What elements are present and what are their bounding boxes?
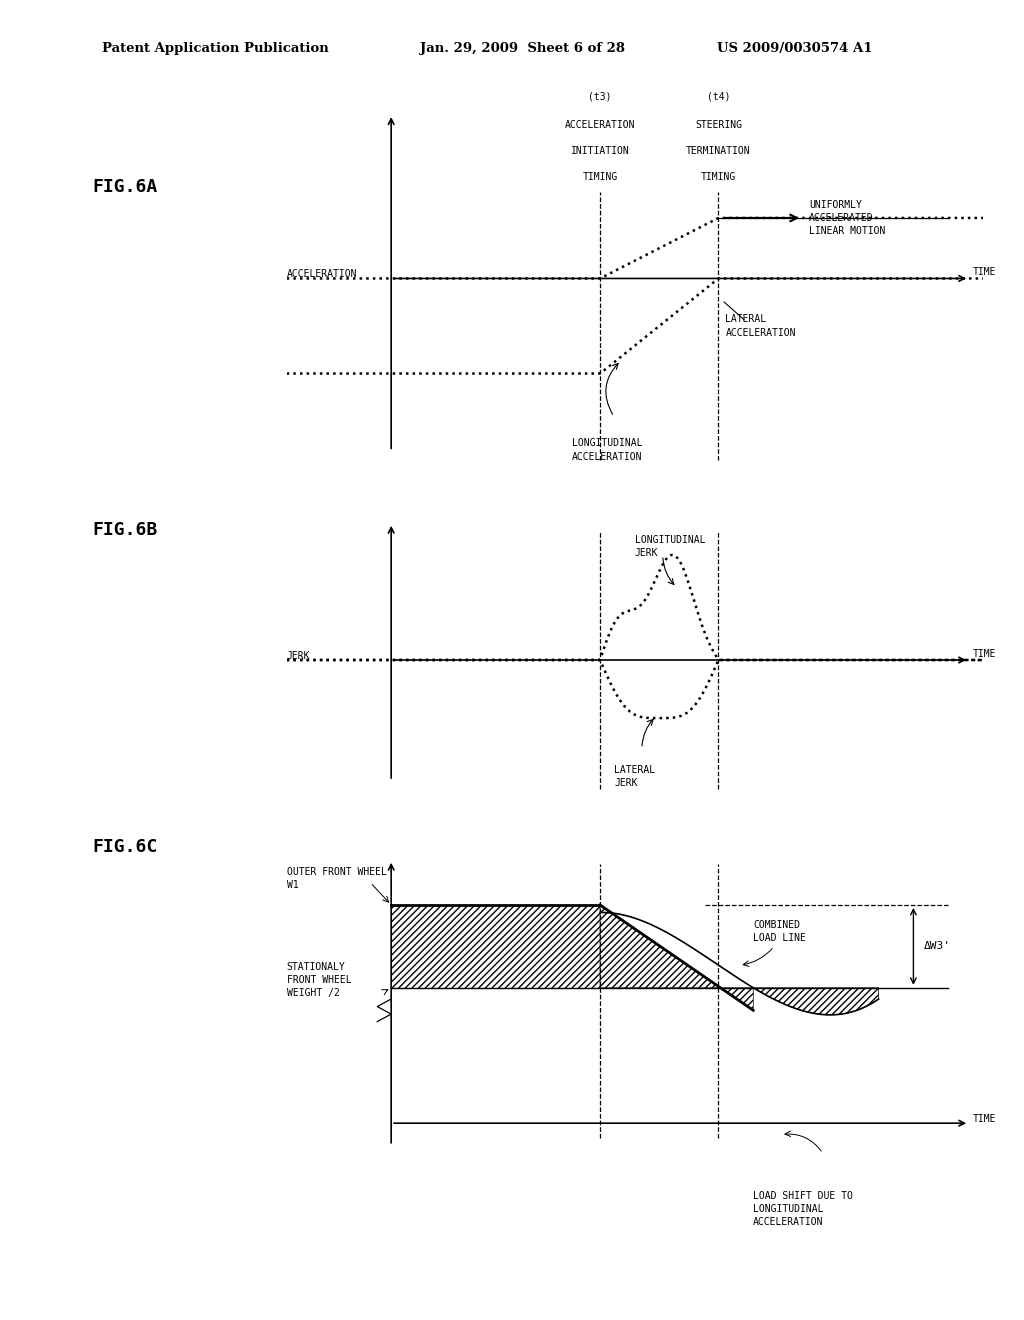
Text: Patent Application Publication: Patent Application Publication xyxy=(102,42,329,55)
Text: LATERAL
ACCELERATION: LATERAL ACCELERATION xyxy=(725,314,796,338)
Polygon shape xyxy=(391,906,600,987)
Text: LATERAL
JERK: LATERAL JERK xyxy=(614,764,655,788)
Text: TIME: TIME xyxy=(973,648,996,659)
Text: INITIATION: INITIATION xyxy=(570,145,630,156)
Text: LOAD SHIFT DUE TO
LONGITUDINAL
ACCELERATION: LOAD SHIFT DUE TO LONGITUDINAL ACCELERAT… xyxy=(754,1191,853,1228)
Text: ACCELERATION: ACCELERATION xyxy=(287,269,357,279)
Text: US 2009/0030574 A1: US 2009/0030574 A1 xyxy=(717,42,872,55)
Text: FIG.6A: FIG.6A xyxy=(92,178,158,197)
Text: STATIONALY
FRONT WHEEL
WEIGHT /2: STATIONALY FRONT WHEEL WEIGHT /2 xyxy=(287,962,351,998)
Text: ACCELERATION: ACCELERATION xyxy=(565,120,635,129)
Text: TIME: TIME xyxy=(973,1114,996,1125)
Text: TIMING: TIMING xyxy=(583,172,617,182)
Text: OUTER FRONT WHEEL
W1: OUTER FRONT WHEEL W1 xyxy=(287,867,387,890)
Text: UNIFORMLY
ACCELERATED
LINEAR MOTION: UNIFORMLY ACCELERATED LINEAR MOTION xyxy=(809,199,886,236)
Text: LONGITUDINAL
JERK: LONGITUDINAL JERK xyxy=(635,535,706,558)
Polygon shape xyxy=(754,987,879,1015)
Text: STEERING: STEERING xyxy=(695,120,742,129)
Polygon shape xyxy=(600,906,754,1010)
Text: FIG.6C: FIG.6C xyxy=(92,838,158,857)
Text: COMBINED
LOAD LINE: COMBINED LOAD LINE xyxy=(754,920,806,942)
Text: (t4): (t4) xyxy=(707,91,730,102)
Text: TIMING: TIMING xyxy=(700,172,736,182)
Text: Jan. 29, 2009  Sheet 6 of 28: Jan. 29, 2009 Sheet 6 of 28 xyxy=(420,42,625,55)
Text: FIG.6B: FIG.6B xyxy=(92,521,158,540)
Text: (t3): (t3) xyxy=(589,91,611,102)
Text: TERMINATION: TERMINATION xyxy=(686,145,751,156)
Text: ΔW3': ΔW3' xyxy=(924,941,951,952)
Text: JERK: JERK xyxy=(287,651,310,661)
Text: TIME: TIME xyxy=(973,267,996,277)
Text: LONGITUDINAL
ACCELERATION: LONGITUDINAL ACCELERATION xyxy=(571,438,642,462)
